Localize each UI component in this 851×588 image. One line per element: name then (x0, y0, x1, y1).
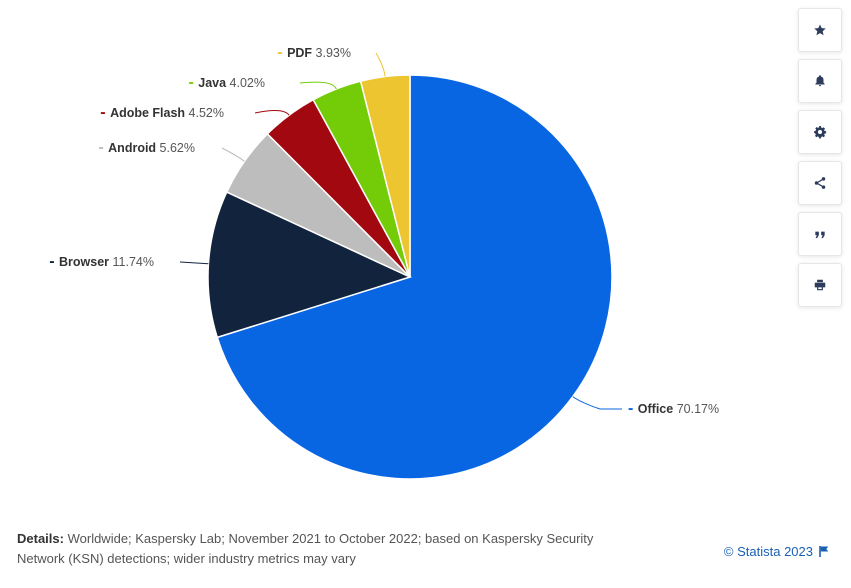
quote-icon (815, 231, 825, 239)
statista-credit[interactable]: © Statista 2023 (724, 544, 829, 559)
label-name: Java (198, 76, 229, 90)
data-label-adobe-flash: - Adobe Flash 4.52% (100, 104, 224, 121)
connector-java (299, 81, 337, 90)
label-value: 70.17% (677, 402, 719, 416)
data-label-android: - Android 5.62% (98, 139, 195, 156)
label-marker: - (98, 139, 108, 156)
data-label-pdf: - PDF 3.93% (277, 44, 351, 61)
flag-icon (819, 546, 829, 557)
share-icon (814, 177, 826, 189)
data-label-browser: - Browser 11.74% (49, 253, 154, 270)
pie-slice-pdf[interactable] (359, 74, 411, 278)
label-name: Browser (59, 255, 113, 269)
label-marker: - (100, 104, 110, 121)
connector-android (221, 147, 245, 162)
label-marker: - (49, 253, 59, 270)
notification-button[interactable] (798, 59, 842, 103)
label-marker: - (628, 400, 638, 417)
pie-chart: - Office 70.17%- Browser 11.74%- Android… (49, 44, 719, 480)
print-button[interactable] (798, 263, 842, 307)
connector-adobe-flash (254, 110, 290, 116)
data-label-java: - Java 4.02% (188, 74, 265, 91)
data-label-office: - Office 70.17% (628, 400, 719, 417)
details-text: Worldwide; Kaspersky Lab; November 2021 … (17, 531, 594, 566)
details-label: Details: (17, 531, 64, 546)
print-icon (814, 279, 826, 291)
label-value: 4.02% (230, 76, 265, 90)
connector-office (572, 396, 622, 410)
label-value: 11.74% (113, 255, 154, 269)
label-value: 5.62% (160, 141, 195, 155)
cite-button[interactable] (798, 212, 842, 256)
label-marker: - (277, 44, 287, 61)
label-value: 3.93% (316, 46, 351, 60)
details-note: Details: Worldwide; Kaspersky Lab; Novem… (17, 529, 597, 569)
label-name: Adobe Flash (110, 106, 188, 120)
label-name: Office (638, 402, 677, 416)
label-name: Android (108, 141, 159, 155)
star-icon (814, 24, 826, 36)
share-button[interactable] (798, 161, 842, 205)
pie-slice-browser[interactable] (207, 191, 413, 339)
label-marker: - (188, 74, 198, 91)
favorite-button[interactable] (798, 8, 842, 52)
label-value: 4.52% (189, 106, 224, 120)
bell-icon (815, 75, 825, 87)
connector-pdf (375, 52, 386, 77)
label-name: PDF (287, 46, 315, 60)
chart-toolbar (798, 8, 842, 307)
connector-browser (179, 261, 209, 265)
credit-text[interactable]: © Statista 2023 (723, 544, 813, 559)
gear-icon (814, 126, 827, 139)
settings-button[interactable] (798, 110, 842, 154)
